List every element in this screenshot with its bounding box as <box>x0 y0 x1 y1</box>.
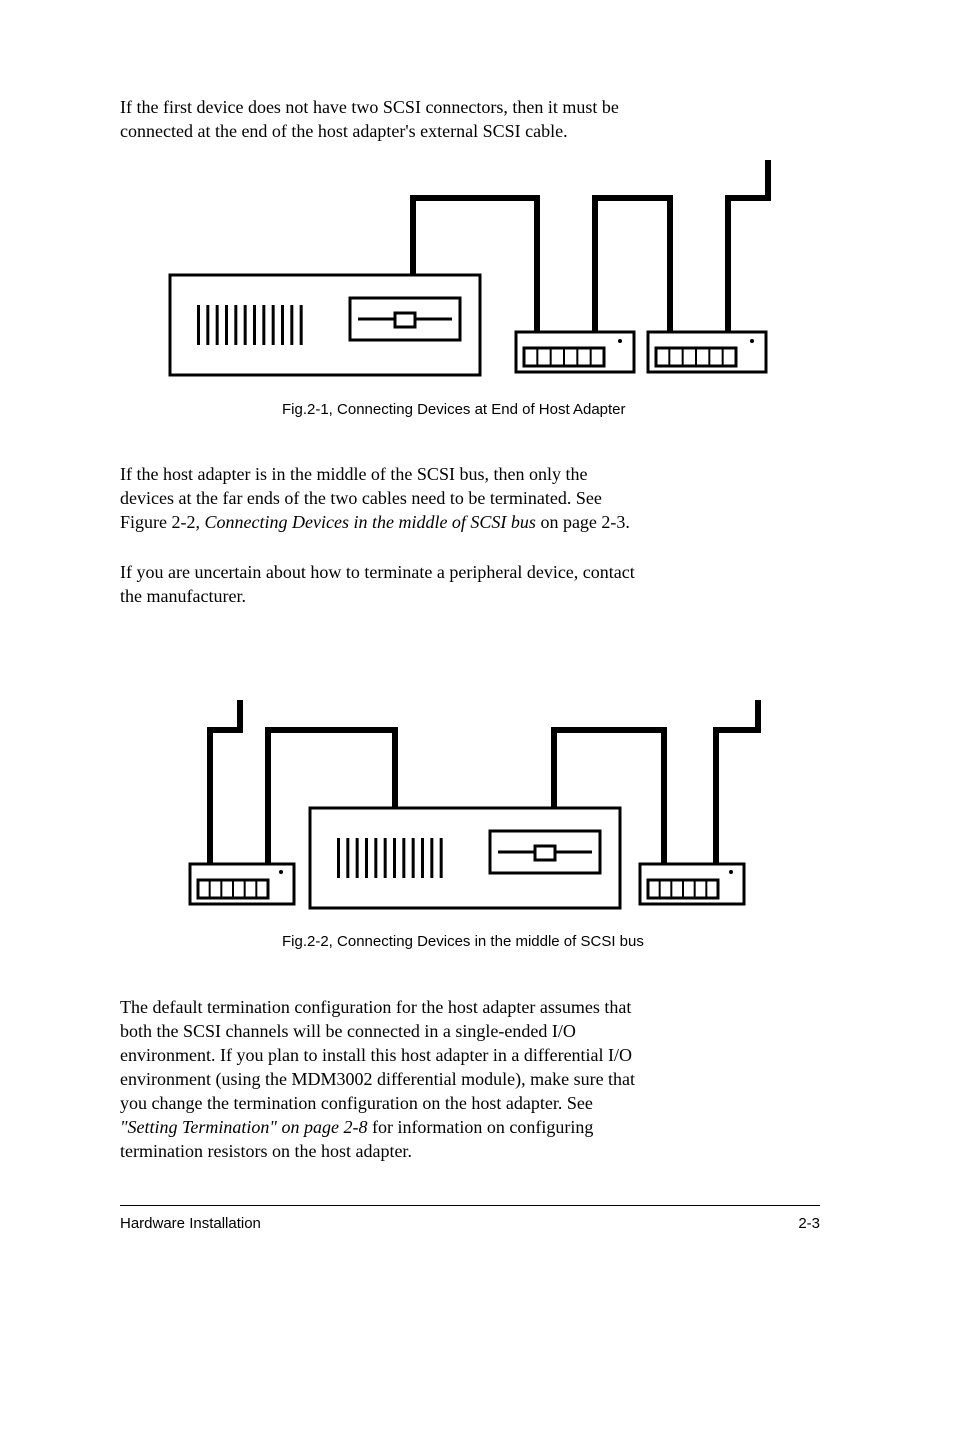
body-last-line-3: environment. If you plan to install this… <box>120 1043 632 1067</box>
body-last-line-4: environment (using the MDM3002 different… <box>120 1067 635 1091</box>
footer-rule <box>120 1205 820 1206</box>
footer-chapter: Hardware Installation <box>120 1214 261 1234</box>
figure-2-caption: Fig.2-2, Connecting Devices in the middl… <box>282 932 644 952</box>
body-last-line-6: "Setting Termination" on page 2-8 for in… <box>120 1115 593 1139</box>
last-l6b: for information on configuring <box>367 1117 593 1137</box>
footer-page-number: 2-3 <box>798 1214 820 1234</box>
last-l6a: "Setting Termination" on page 2-8 <box>120 1117 367 1137</box>
body-last-line-7: termination resistors on the host adapte… <box>120 1139 412 1163</box>
body-last-line-2: both the SCSI channels will be connected… <box>120 1019 576 1043</box>
body-last-line-5: you change the termination configuration… <box>120 1091 593 1115</box>
figure-2-diagram <box>0 0 954 950</box>
body-last-line-1: The default termination configuration fo… <box>120 995 631 1019</box>
